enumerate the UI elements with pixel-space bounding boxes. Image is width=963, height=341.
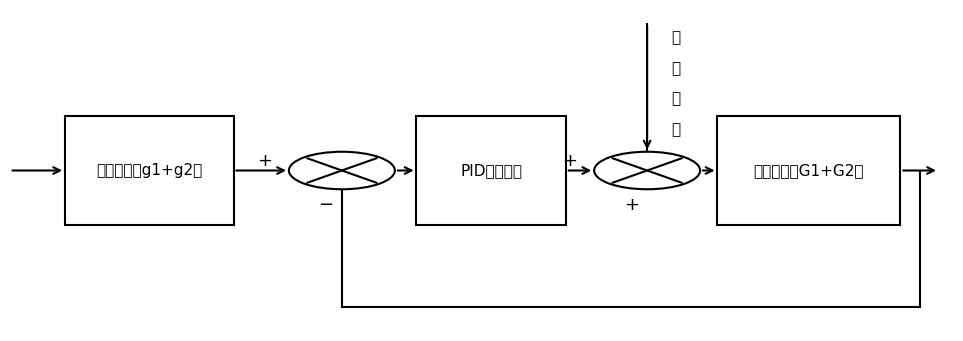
Text: 理论重量（g1+g2）: 理论重量（g1+g2） <box>96 163 202 178</box>
Text: 扰: 扰 <box>671 61 680 76</box>
Circle shape <box>594 152 700 189</box>
Circle shape <box>289 152 395 189</box>
Text: 实际重量（G1+G2）: 实际重量（G1+G2） <box>754 163 864 178</box>
Text: −: − <box>319 196 333 213</box>
Text: PID速度控制: PID速度控制 <box>460 163 522 178</box>
Text: +: + <box>562 152 578 170</box>
Text: +: + <box>624 196 638 213</box>
Text: 干: 干 <box>671 30 680 45</box>
Text: +: + <box>257 152 273 170</box>
Text: 号: 号 <box>671 122 680 137</box>
Text: 信: 信 <box>671 91 680 106</box>
Bar <box>717 116 900 225</box>
Bar <box>417 116 566 225</box>
Bar <box>65 116 234 225</box>
